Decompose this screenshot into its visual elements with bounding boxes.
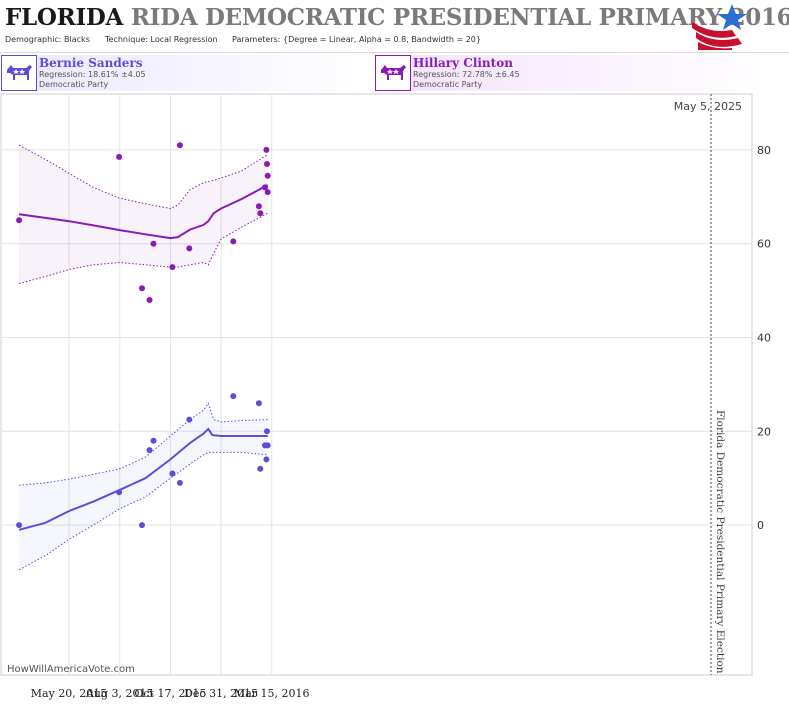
page-title: FLORIDA RIDA DEMOCRATIC PRESIDENTIAL PRI… (5, 4, 789, 31)
bernie-sanders-trend-line (18, 427, 268, 531)
candidate-name: Bernie Sanders (39, 56, 143, 70)
candidate-party: Democratic Party (39, 80, 109, 89)
watermark: HowWillAmericaVote.com (7, 664, 135, 675)
hillary-clinton-trend-line (18, 184, 269, 240)
data-points (16, 142, 271, 529)
y-tick-label: 40 (757, 332, 771, 345)
grid-lines (1, 94, 752, 675)
bernie-sanders-poll-point (16, 522, 23, 529)
candidate-regression: Regression: 18.61% ±4.05 (39, 70, 146, 79)
hillary-clinton-poll-point (262, 184, 268, 191)
hillary-clinton-poll-point (186, 245, 193, 252)
bernie-sanders-poll-point (169, 470, 176, 477)
y-tick-label: 20 (757, 425, 771, 438)
trend-lines (18, 184, 269, 531)
candidate-name: Hillary Clinton (413, 56, 513, 70)
donkey-icon (1, 55, 37, 91)
y-tick-label: 0 (757, 519, 764, 532)
bernie-sanders-poll-point (263, 456, 270, 463)
bernie-sanders-poll-point (146, 447, 153, 454)
hillary-clinton-poll-point (169, 264, 176, 271)
hillary-clinton-poll-point (263, 146, 270, 153)
hillary-clinton-poll-point (264, 189, 271, 196)
bernie-sanders-poll-point (139, 522, 145, 529)
hillary-clinton-poll-point (264, 161, 270, 167)
bernie-sanders-upper-bound (19, 402, 268, 486)
hillary-clinton-lower-bound (18, 212, 268, 285)
bernie-sanders-poll-point (264, 428, 270, 435)
x-tick-label: Dec 31, 2015 (184, 687, 258, 700)
hillary-clinton-poll-point (16, 217, 23, 224)
donkey-icon (375, 55, 411, 91)
hillary-clinton-poll-point (139, 285, 145, 292)
technique-label: Technique: Local Regression (105, 35, 218, 44)
bernie-sanders-poll-point (150, 437, 157, 444)
bernie-sanders-poll-point (186, 416, 193, 423)
y-tick-label: 80 (757, 144, 771, 157)
plot-area (0, 93, 753, 676)
candidate-party: Democratic Party (413, 80, 483, 89)
bernie-sanders-poll-point (264, 442, 271, 449)
y-axis-ticks: 020406080100 (757, 144, 771, 532)
bernie-sanders-poll-point (257, 465, 264, 472)
parameters-label: Parameters: {Degree = Linear, Alpha = 0.… (232, 35, 481, 44)
election-label: Florida Democratic Presidential Primary … (714, 410, 726, 674)
x-tick-label: Oct 17, 2015 (134, 687, 206, 700)
hillary-clinton-poll-point (257, 210, 264, 217)
bernie-sanders-lower-bound (18, 451, 268, 571)
chart-header: FLORIDA RIDA DEMOCRATIC PRESIDENTIAL PRI… (0, 0, 789, 53)
regression-chart: May 5, 2025 Florida Democratic President… (0, 93, 771, 700)
demographic-label: Demographic: Blacks (5, 35, 90, 44)
candidate-card-sanders: Bernie Sanders Regression: 18.61% ±4.05 … (1, 55, 381, 91)
hillary-clinton-band-fill (19, 145, 268, 284)
bernie-sanders-poll-point (116, 489, 123, 496)
confidence-bands (18, 144, 268, 571)
title-rest: RIDA DEMOCRATIC PRESIDENTIAL PRIMARY 201… (130, 4, 789, 31)
candidate-card-clinton: Hillary Clinton Regression: 72.78% ±6.45… (375, 55, 785, 91)
x-tick-label: Mar 15, 2016 (234, 687, 310, 700)
hillary-clinton-poll-point (176, 142, 183, 149)
title-state: FLORIDA (5, 4, 124, 31)
bernie-sanders-poll-point (176, 479, 183, 486)
candidate-regression: Regression: 72.78% ±6.45 (413, 70, 520, 79)
hillary-clinton-poll-point (264, 172, 271, 179)
y-tick-label: 60 (757, 238, 771, 251)
hillary-clinton-poll-point (116, 153, 123, 160)
hillary-clinton-poll-point (255, 203, 262, 210)
current-date-label: May 5, 2025 (674, 100, 742, 113)
site-logo-icon (692, 4, 747, 50)
bernie-sanders-band-fill (19, 403, 268, 570)
hillary-clinton-poll-point (146, 297, 153, 303)
hillary-clinton-poll-point (150, 240, 157, 247)
hillary-clinton-poll-point (230, 238, 237, 245)
x-tick-label: May 20, 2015 (31, 687, 108, 700)
bernie-sanders-poll-point (230, 393, 237, 400)
x-tick-label: Aug 3, 2015 (85, 687, 154, 700)
bernie-sanders-poll-point (255, 400, 262, 407)
